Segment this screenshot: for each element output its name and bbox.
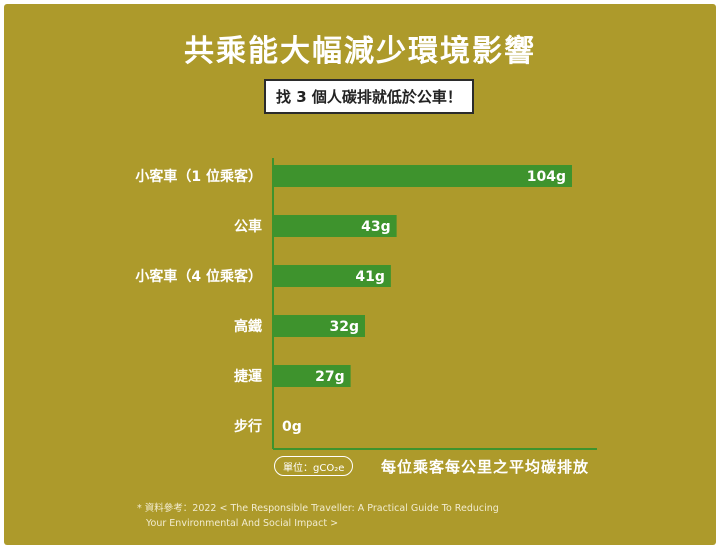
bar <box>273 215 397 237</box>
source-note: * 資料參考：2022 < The Responsible Traveller:… <box>137 501 499 531</box>
category-label: 公車 <box>234 218 262 235</box>
bar <box>273 265 391 287</box>
category-label: 步行 <box>234 418 262 435</box>
subtitle-box: 找 3 個人碳排就低於公車！ <box>264 79 474 114</box>
bar-value-label: 0g <box>282 419 302 435</box>
bar-value-label: 104g <box>527 169 566 185</box>
category-label: 小客車（1 位乘客） <box>135 168 262 185</box>
category-label: 捷運 <box>234 368 263 385</box>
bar-value-label: 32g <box>329 319 359 335</box>
bar-value-label: 27g <box>315 369 345 385</box>
axis-title: 每位乘客每公里之平均碳排放 <box>381 458 590 476</box>
unit-badge: 單位：gCO₂e <box>274 456 354 476</box>
source-line-1: * 資料參考：2022 < The Responsible Traveller:… <box>137 503 499 514</box>
category-label: 高鐵 <box>234 318 262 335</box>
bar <box>273 365 351 387</box>
source-line-2: Your Environmental And Social Impact > <box>146 518 339 529</box>
bar <box>273 165 572 187</box>
bar <box>273 315 365 337</box>
bar-value-label: 43g <box>361 219 391 235</box>
subtitle-text: 找 3 個人碳排就低於公車！ <box>276 88 462 106</box>
unit-text: 單位：gCO₂e <box>283 462 345 474</box>
category-label: 小客車（4 位乘客） <box>135 268 262 285</box>
bar-value-label: 41g <box>355 269 385 285</box>
page-title: 共乘能大幅減少環境影響 <box>184 34 536 69</box>
